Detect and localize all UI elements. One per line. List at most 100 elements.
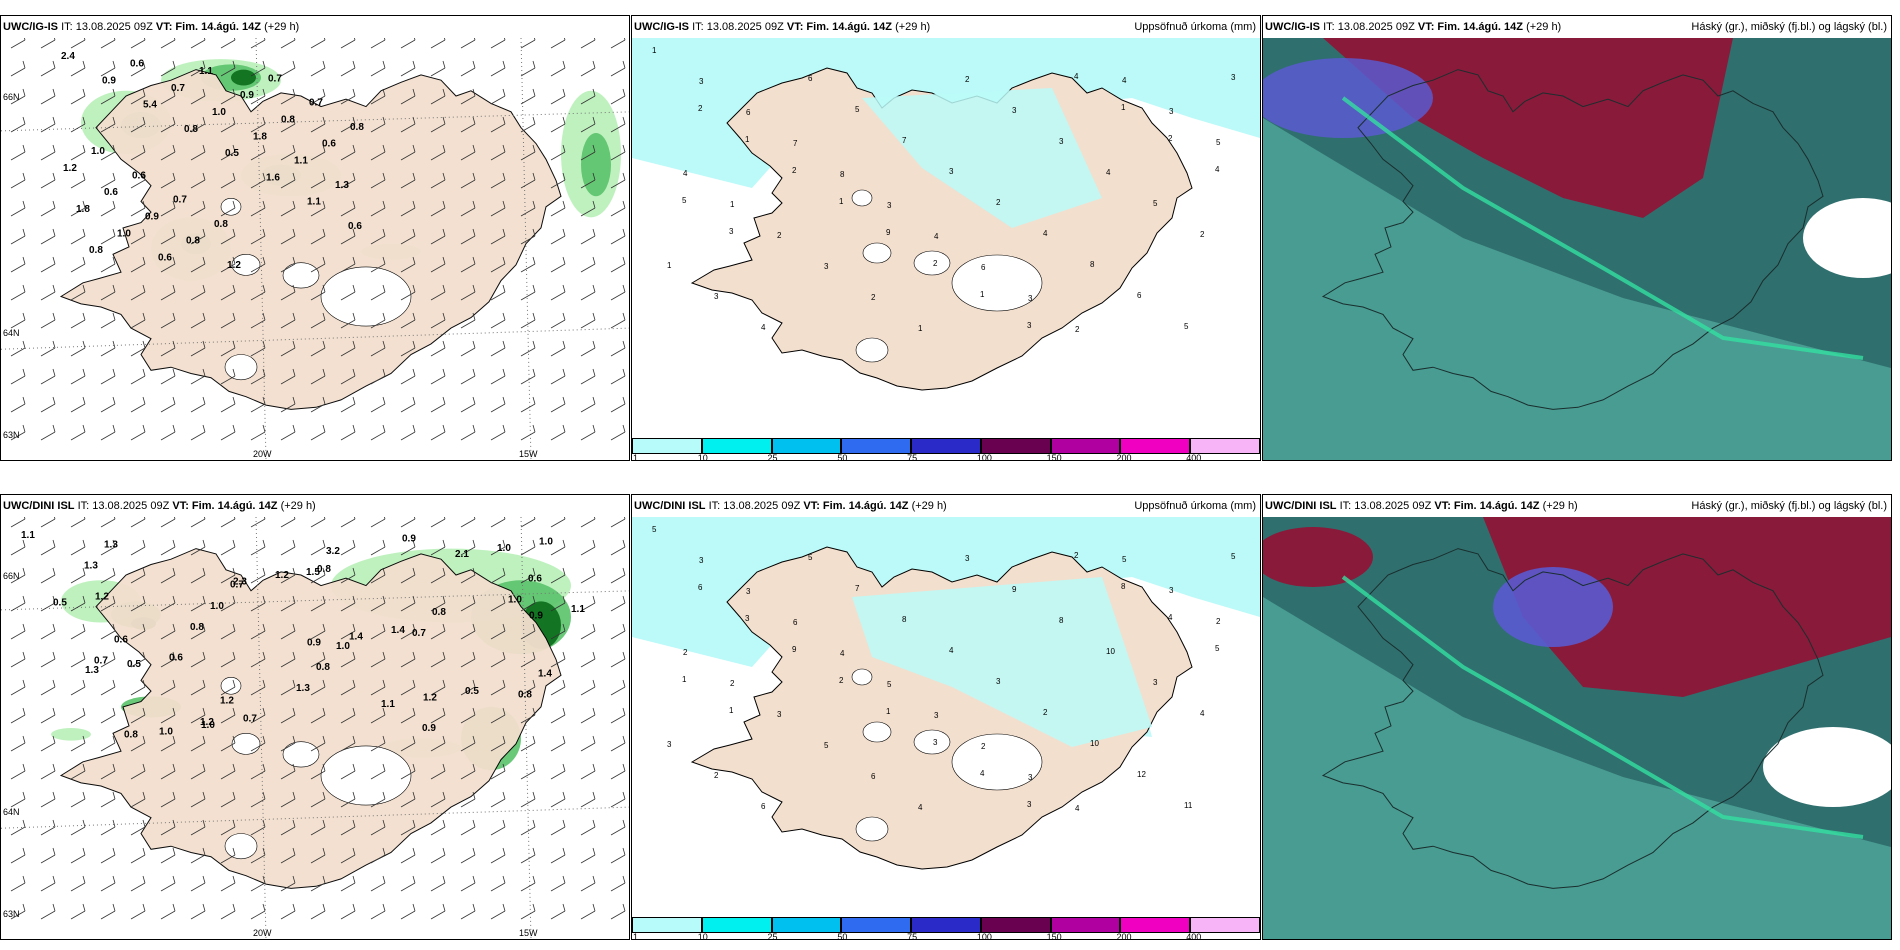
wind-barb — [280, 658, 296, 668]
wind-barb-flag — [352, 651, 356, 660]
wind-barb — [100, 123, 116, 133]
wind-barb — [550, 207, 566, 217]
wind-barb — [580, 882, 596, 892]
wind-barb — [580, 546, 596, 556]
wind-barb — [40, 574, 56, 584]
wind-barb-flag — [412, 567, 416, 576]
wind-barb-flag — [562, 256, 566, 265]
wind-barb-flag — [232, 735, 236, 744]
glacier-4 — [851, 668, 873, 686]
wind-barb — [40, 770, 56, 780]
wind-barb-flag — [412, 228, 416, 237]
wind-barb-flag — [142, 88, 146, 97]
wind-barb — [70, 67, 86, 77]
wind-barb — [520, 67, 536, 77]
wind-barb — [10, 375, 26, 385]
wind-barb-flag — [292, 791, 296, 800]
wind-barb — [490, 602, 506, 612]
wind-barb — [400, 151, 416, 161]
accum-value: 2 — [965, 75, 970, 84]
wind-barb-flag — [322, 396, 326, 405]
wind-barb — [220, 207, 236, 217]
wind-barb — [340, 742, 356, 752]
precip-area-highlands — [852, 577, 1152, 747]
wind-barb-flag — [232, 340, 236, 349]
wind-barb — [580, 319, 596, 329]
wind-barb-flag — [502, 651, 506, 660]
wind-barb-flag — [502, 735, 506, 744]
wind-barb-flag — [592, 144, 596, 153]
precip-value: 0.8 — [350, 122, 364, 133]
wind-barb-flag — [142, 623, 146, 632]
wind-barb — [520, 546, 536, 556]
wind-barb — [160, 574, 176, 584]
wind-barb — [40, 854, 56, 864]
wind-barb-flag — [172, 340, 176, 349]
wind-barb-flag — [322, 819, 326, 828]
wind-barb-flag — [82, 116, 86, 125]
wind-barb-flag — [352, 284, 356, 293]
wind-barb-flag — [82, 903, 86, 912]
wind-barb-flag — [382, 847, 386, 856]
wind-barb-flag — [142, 819, 146, 828]
wind-barb-flag — [292, 424, 296, 433]
wind-barb — [130, 375, 146, 385]
wind-barb — [310, 431, 326, 441]
accum-value: 3 — [1059, 137, 1064, 146]
wind-barb-flag — [622, 368, 626, 377]
accum-value: 5 — [855, 105, 860, 114]
wind-barb — [190, 207, 206, 217]
wind-barb — [310, 179, 326, 189]
wind-barb — [400, 67, 416, 77]
wind-barb-flag — [472, 735, 476, 744]
wind-barb — [550, 403, 566, 413]
wind-barb — [370, 95, 386, 105]
wind-barb-flag — [142, 679, 146, 688]
accum-value: 3 — [1169, 586, 1174, 595]
wind-barb — [160, 546, 176, 556]
precip-value: 1.0 — [497, 543, 511, 554]
wind-barb-flag — [262, 200, 266, 209]
wind-barb — [100, 518, 116, 528]
wind-barb — [550, 546, 566, 556]
wind-barb — [130, 319, 146, 329]
wind-barb — [610, 291, 626, 301]
precip-value: 1.0 — [91, 146, 105, 157]
wind-barb-flag — [172, 763, 176, 772]
wind-barb-flag — [232, 284, 236, 293]
accum-value: 1 — [980, 290, 985, 299]
wind-barb — [550, 375, 566, 385]
wind-barb-flag — [52, 847, 56, 856]
wind-barb-flag — [624, 38, 626, 41]
wind-barb — [100, 742, 116, 752]
wind-barb-flag — [172, 679, 176, 688]
legend-label: 200 — [1116, 453, 1132, 461]
accum-value: 3 — [1027, 800, 1032, 809]
wind-barb — [370, 854, 386, 864]
wind-barb-flag — [592, 903, 596, 912]
wind-barb-flag — [322, 88, 326, 97]
wind-barb — [430, 798, 446, 808]
wind-barb — [580, 207, 596, 217]
wind-barb — [430, 826, 446, 836]
wind-barb-flag — [382, 88, 386, 97]
wind-barb — [190, 179, 206, 189]
wind-barb-flag — [444, 517, 446, 520]
wind-barb-flag — [592, 679, 596, 688]
accum-value: 2 — [981, 742, 986, 751]
wind-barb-flag — [322, 707, 326, 716]
precip-value: 1.2 — [423, 693, 437, 704]
wind-barb-flag — [112, 707, 116, 716]
wind-barb-flag — [382, 791, 386, 800]
wind-barb — [40, 95, 56, 105]
wind-barb-flag — [412, 791, 416, 800]
wind-barb-flag — [502, 228, 506, 237]
wind-barb-flag — [324, 38, 326, 41]
glacier-4 — [220, 677, 242, 695]
wind-barb-flag — [82, 623, 86, 632]
wind-barb — [370, 546, 386, 556]
wind-barb — [610, 403, 626, 413]
wind-barb — [130, 798, 146, 808]
wind-barb — [490, 179, 506, 189]
wind-barb — [100, 714, 116, 724]
